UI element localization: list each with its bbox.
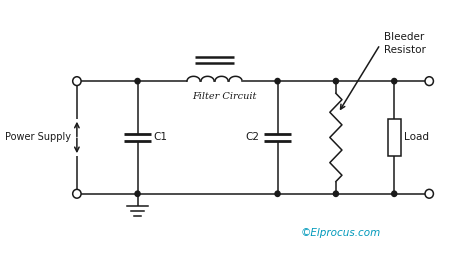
Text: Power Supply: Power Supply — [5, 133, 71, 143]
Circle shape — [392, 191, 397, 197]
Circle shape — [333, 191, 338, 197]
Circle shape — [333, 79, 338, 84]
Text: ©Elprocus.com: ©Elprocus.com — [301, 228, 381, 238]
Circle shape — [425, 77, 433, 86]
Circle shape — [392, 79, 397, 84]
Circle shape — [425, 189, 433, 198]
Circle shape — [135, 191, 140, 197]
Circle shape — [73, 77, 81, 86]
Circle shape — [275, 79, 280, 84]
Circle shape — [73, 189, 81, 198]
Bar — [388, 119, 401, 156]
Text: Bleeder: Bleeder — [384, 32, 424, 42]
Text: Filter Circuit: Filter Circuit — [191, 92, 256, 101]
Circle shape — [135, 79, 140, 84]
Text: C2: C2 — [246, 133, 260, 143]
Text: Load: Load — [404, 133, 429, 143]
Text: Resistor: Resistor — [384, 45, 426, 55]
Text: C1: C1 — [153, 133, 167, 143]
Circle shape — [275, 191, 280, 197]
